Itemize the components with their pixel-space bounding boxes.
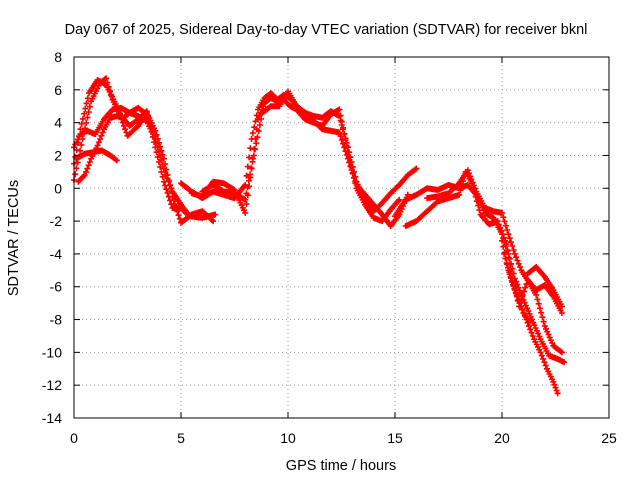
x-tick-label: 20	[494, 430, 510, 446]
x-tick-label: 10	[280, 430, 296, 446]
grid-lines	[74, 57, 609, 418]
series-markers	[71, 104, 219, 221]
series-sat-j	[392, 182, 568, 366]
y-tick-label: -14	[42, 410, 62, 426]
y-tick-label: 8	[54, 49, 62, 65]
chart-title: Day 067 of 2025, Sidereal Day-to-day VTE…	[65, 22, 588, 38]
series-sat-e	[73, 147, 120, 164]
y-axis-ticks: 8 6 4 2 0 -2 -4 -6 -8 -10 -12 -14	[42, 49, 609, 426]
y-tick-label: 4	[54, 115, 62, 131]
y-tick-label: -10	[42, 344, 62, 360]
series-markers	[424, 167, 565, 316]
series-markers	[392, 182, 568, 366]
series-markers	[501, 250, 533, 326]
series-sat-h	[199, 88, 411, 229]
data-series	[71, 75, 568, 397]
series-markers	[73, 147, 120, 164]
x-tick-label: 0	[70, 430, 78, 446]
series-markers	[524, 264, 565, 310]
y-axis-label: SDTVAR / TECUs	[6, 180, 22, 296]
y-tick-label: 0	[54, 180, 62, 196]
series-sat-c	[71, 104, 219, 221]
y-tick-label: -6	[50, 279, 63, 295]
y-tick-label: -4	[50, 246, 63, 262]
x-tick-label: 15	[387, 430, 403, 446]
y-tick-label: -12	[42, 377, 62, 393]
plot-frame	[73, 56, 610, 419]
series-sat-m	[501, 250, 533, 326]
x-axis-ticks: 0 5 10 15 20 25	[70, 57, 617, 446]
series-sat-k	[424, 167, 565, 316]
x-tick-label: 25	[601, 430, 617, 446]
series-markers	[199, 88, 411, 229]
y-tick-label: 6	[54, 82, 62, 98]
y-tick-label: 2	[54, 147, 62, 163]
series-sat-n	[524, 264, 565, 310]
x-tick-label: 5	[177, 430, 185, 446]
y-tick-label: -8	[50, 312, 63, 328]
x-axis-label: GPS time / hours	[286, 458, 396, 474]
y-tick-label: -2	[50, 213, 63, 229]
